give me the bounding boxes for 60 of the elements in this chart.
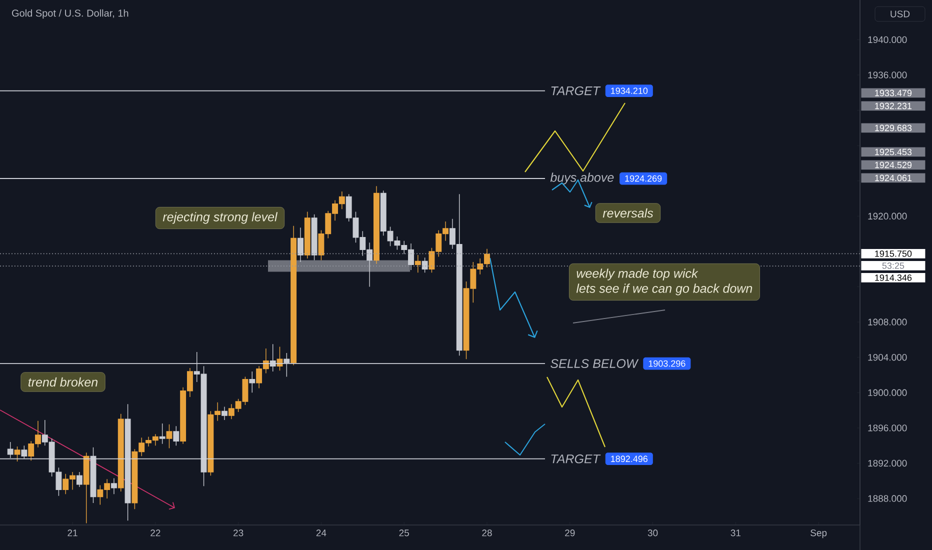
ref-line-label: buys above [550, 172, 614, 184]
y-tick-label: 1920.000 [868, 212, 907, 220]
text: 1933.479 [875, 90, 912, 96]
text: 1914.346 [875, 274, 912, 281]
candlestick [166, 424, 172, 449]
y-tick-label: 1908.000 [868, 318, 907, 326]
x-tick-label: 28 [482, 530, 492, 536]
x-tick-label: Sep [810, 530, 827, 538]
text: Gold Spot / U.S. Dollar, 1h [12, 9, 128, 19]
annotation: lets see if we can go back down [576, 284, 752, 296]
y-tick-label: 1888.000 [868, 495, 907, 502]
ref-line-label: TARGET [551, 86, 601, 96]
candlestick [111, 478, 117, 494]
x-tick-label: 24 [316, 530, 326, 536]
annotation: 1892.496 [611, 456, 648, 462]
x-tick-label: 22 [150, 530, 160, 536]
y-tick-label: 1904.000 [868, 354, 907, 361]
text: 1924.061 [875, 174, 912, 182]
candlestick [311, 214, 318, 261]
annotation: reversals [602, 208, 654, 218]
annotation: 1903.296 [648, 360, 686, 367]
text: 1915.750 [875, 250, 912, 257]
x-tick-label: 29 [565, 530, 575, 536]
candlestick [222, 406, 228, 420]
y-tick-label: 1940.000 [868, 36, 907, 44]
y-tick-label: 1896.000 [868, 424, 907, 432]
annotation: 1934.210 [611, 88, 648, 94]
ref-line-label: TARGET [551, 454, 601, 464]
ref-line-label: SELLS BELOW [550, 359, 639, 368]
x-tick-label: 25 [399, 530, 409, 536]
candlestick [118, 413, 124, 492]
y-tick-label: 1936.000 [868, 72, 907, 78]
annotation: weekly made top wick [576, 268, 698, 280]
candlestick [373, 186, 380, 264]
annotation: 1924.269 [625, 175, 662, 182]
x-tick-label: 31 [730, 530, 740, 536]
candlestick [173, 426, 180, 446]
y-tick-label: 1900.000 [868, 389, 907, 396]
text: 1924.529 [875, 162, 912, 168]
y-axis-title: USD [890, 10, 910, 18]
candlestick [414, 254, 421, 273]
candlestick [83, 452, 90, 524]
text: 1929.683 [875, 124, 912, 132]
candlestick [304, 211, 310, 259]
text: 1925.453 [875, 148, 912, 156]
x-tick-label: 23 [234, 530, 244, 536]
y-tick-label: 1892.000 [868, 460, 907, 467]
candlestick [422, 257, 428, 273]
candlestick [249, 371, 256, 393]
candlestick [298, 227, 304, 262]
x-tick-label: 30 [648, 530, 658, 536]
text: 53:25 [882, 262, 904, 269]
annotation: rejecting strong level [162, 212, 278, 224]
text: 1932.231 [875, 102, 912, 110]
candlestick [14, 446, 20, 462]
candlestick [290, 226, 297, 366]
annotation: trend broken [28, 377, 98, 387]
x-tick-label: 21 [68, 530, 78, 536]
candlestick [159, 423, 166, 444]
candlestick [76, 472, 82, 488]
